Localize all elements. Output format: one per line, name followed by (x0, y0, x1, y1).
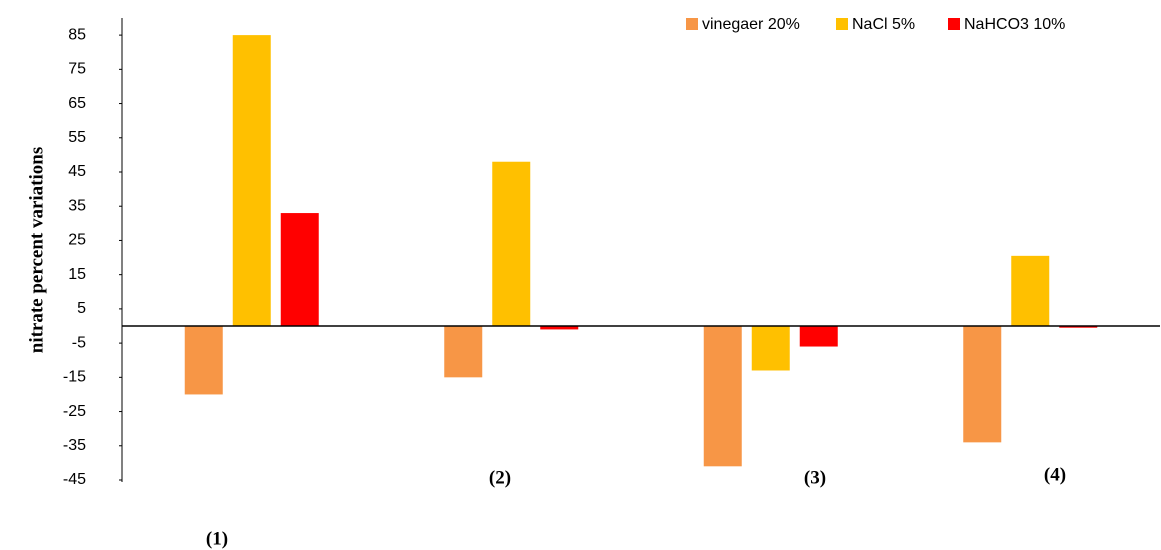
y-tick-label: -25 (63, 403, 86, 420)
y-tick-label: 45 (68, 163, 86, 180)
y-tick-label: 25 (68, 232, 86, 249)
bar (540, 326, 579, 330)
y-tick-label: -15 (63, 369, 86, 386)
y-tick-label: 55 (68, 129, 86, 146)
bar (963, 326, 1002, 443)
y-tick-label: 65 (68, 95, 86, 112)
y-tick-label: -5 (72, 334, 86, 351)
y-tick-label: 85 (68, 26, 86, 43)
bar (184, 326, 223, 395)
y-tick-label: 5 (77, 300, 86, 317)
legend-label: NaCl 5% (852, 16, 915, 33)
legend-swatch (836, 18, 848, 30)
bar (280, 213, 319, 326)
x-tick-label: (1) (206, 528, 228, 549)
bar (232, 35, 271, 326)
bar (1059, 326, 1098, 328)
legend-label: vinegaer 20% (702, 16, 800, 33)
y-tick-label: 35 (68, 197, 86, 214)
bar (492, 161, 531, 326)
bar (1011, 255, 1050, 326)
bar (703, 326, 742, 467)
y-tick-label: -45 (63, 471, 86, 488)
bar (444, 326, 483, 378)
y-tick-label: 75 (68, 61, 86, 78)
legend-swatch (686, 18, 698, 30)
legend-swatch (948, 18, 960, 30)
x-tick-label: (3) (804, 467, 826, 488)
bar (751, 326, 790, 371)
legend-label: NaHCO3 10% (964, 16, 1065, 33)
bar (799, 326, 838, 347)
x-tick-label: (2) (489, 467, 511, 488)
x-tick-label: (4) (1044, 464, 1066, 485)
y-tick-label: 15 (68, 266, 86, 283)
y-tick-label: -35 (63, 437, 86, 454)
y-axis-label: nitrate percent variations (26, 147, 47, 354)
